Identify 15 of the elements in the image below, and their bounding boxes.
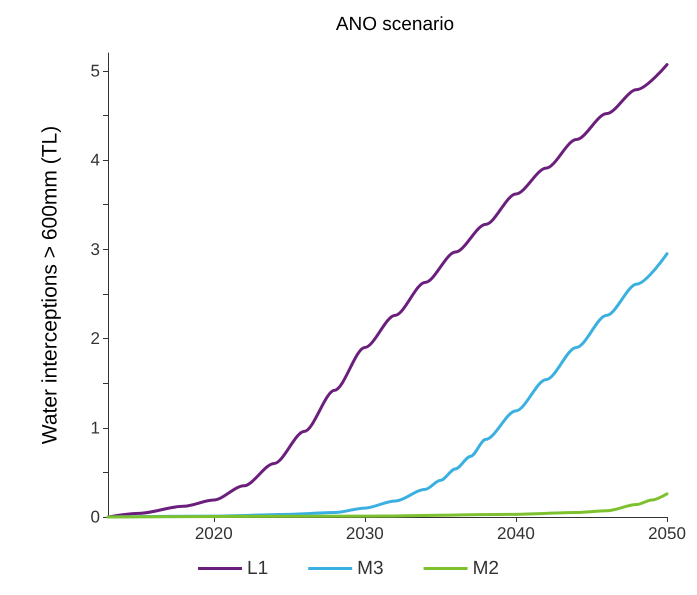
y-tick-label: 3 xyxy=(90,240,100,259)
y-tick-label: 2 xyxy=(90,329,100,348)
x-tick-label: 2040 xyxy=(497,524,535,543)
y-axis-title: Water interceptions > 600mm (TL) xyxy=(38,126,62,444)
y-tick-label: 1 xyxy=(90,418,100,438)
y-tick-label: 5 xyxy=(90,61,100,80)
y-tick-label: 0 xyxy=(90,508,100,526)
chart-title: ANO scenario xyxy=(336,14,454,35)
legend-label: M3 xyxy=(357,558,384,579)
x-tick-label: 2020 xyxy=(194,524,233,543)
x-tick-label: 2050 xyxy=(648,524,686,543)
x-tick-label: 2030 xyxy=(346,524,384,543)
legend-label: M2 xyxy=(472,558,499,579)
y-tick-label: 4 xyxy=(90,150,100,170)
legend-label: L1 xyxy=(247,558,268,579)
